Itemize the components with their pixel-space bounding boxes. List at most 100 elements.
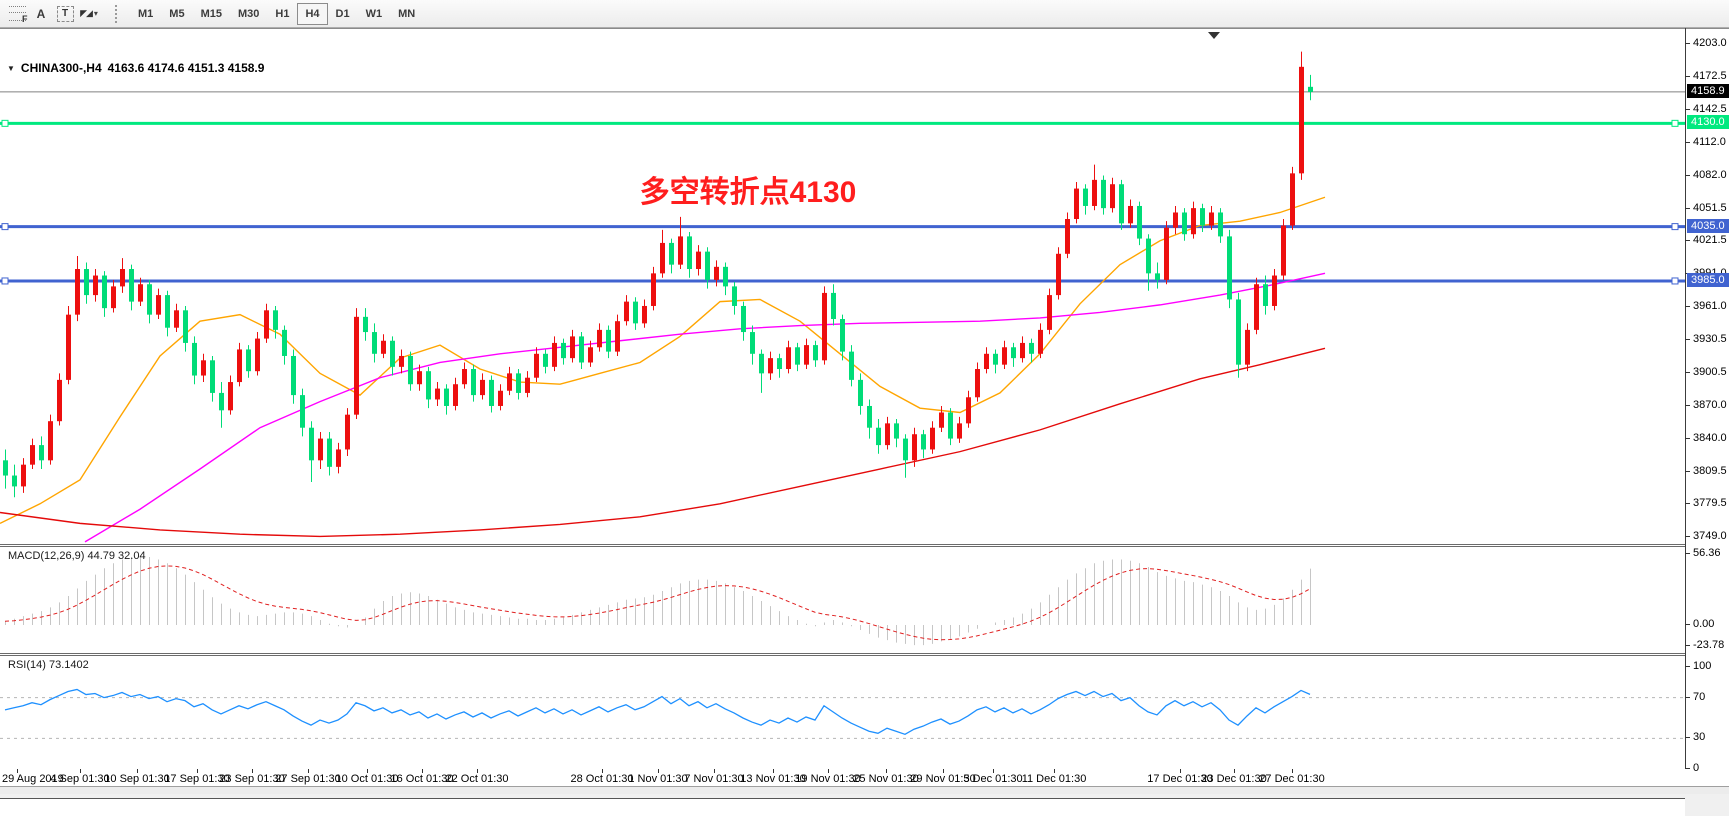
rsi-tick-label: 100 [1693, 660, 1712, 672]
tf-button-m1[interactable]: M1 [138, 7, 154, 20]
chart-window: ▼ CHINA300-,H4 4163.6 4174.6 4151.3 4158… [0, 28, 1729, 816]
rsi-line [4, 688, 1311, 736]
text-icon: A [36, 6, 46, 21]
time-tick-label: 25 Nov 01:30 [853, 773, 919, 785]
text-tool-button[interactable]: A [30, 3, 52, 25]
toolbar: F A T ◤◢ ▾ M1 M5 M15 M30 H1 H4 D1 W1 MN [0, 0, 1729, 28]
pane-separator[interactable] [0, 655, 1685, 656]
price-tick-label: 4051.5 [1693, 201, 1727, 214]
macd-signal-line [4, 565, 1311, 641]
axis-tick [1685, 306, 1690, 308]
chart-ohlc-values: 4163.6 4174.6 4151.3 4158.9 [107, 61, 265, 75]
toolbar-grip[interactable] [115, 4, 122, 23]
chevron-down-icon[interactable]: ▾ [93, 9, 98, 18]
time-axis-tick [828, 769, 829, 773]
current-price-badge: 4158.9 [1687, 83, 1729, 98]
line-handle[interactable] [1671, 119, 1679, 127]
rsi-tick-label: 0 [1693, 762, 1700, 774]
line-handle[interactable] [1, 223, 9, 231]
text-label-icon: T [56, 5, 74, 22]
axis-tick [1685, 174, 1690, 176]
pane-separator[interactable] [0, 546, 1685, 547]
chart-shift-marker-icon[interactable] [1208, 32, 1220, 39]
pane-separator[interactable] [0, 544, 1685, 545]
pane-separator[interactable] [0, 653, 1685, 654]
symbol-dropdown-icon[interactable]: ▼ [7, 63, 15, 73]
tf-button-mn[interactable]: MN [398, 7, 416, 20]
time-axis-tick [137, 769, 138, 773]
time-tick-label: 17 Sep 01:30 [164, 773, 230, 785]
price-axis-line [1685, 28, 1686, 769]
price-tick-label: 4112.0 [1693, 135, 1726, 148]
rsi-tick-label: 30 [1693, 731, 1706, 744]
time-axis-tick [252, 769, 253, 773]
line-handle[interactable] [1, 119, 9, 127]
tf-button-w1[interactable]: W1 [365, 7, 383, 20]
tf-button-m15[interactable]: M15 [200, 7, 222, 20]
time-axis-tick [602, 769, 603, 773]
time-tick-label: 29 Nov 01:30 [910, 773, 976, 785]
chart-symbol-label: CHINA300-,H4 [20, 61, 102, 75]
time-axis-tick [367, 769, 368, 773]
price-tick-label: 3779.5 [1693, 497, 1727, 510]
text-label-tool-button[interactable]: T [54, 3, 76, 25]
time-axis-tick [80, 769, 81, 773]
time-tick-label: 7 Nov 01:30 [684, 773, 744, 785]
main-price-chart[interactable] [0, 29, 1685, 544]
line-handle[interactable] [1671, 223, 1679, 231]
time-tick-label: 23 Dec 01:30 [1201, 773, 1267, 785]
macd-tick-label: 56.36 [1693, 546, 1721, 559]
axis-tick [1685, 536, 1690, 538]
price-tick-label: 3961.0 [1693, 300, 1727, 313]
level-price-badge: 4130.0 [1687, 115, 1729, 130]
tf-button-h1[interactable]: H1 [275, 7, 290, 20]
axis-tick [1685, 240, 1690, 242]
time-axis-tick [1054, 769, 1055, 773]
macd-histogram [5, 555, 1311, 646]
time-tick-label: 17 Dec 01:30 [1147, 773, 1213, 785]
time-tick-label: 23 Sep 01:30 [219, 773, 285, 785]
axis-tick [1685, 437, 1690, 439]
timeframe-toolbar: M1 M5 M15 M30 H1 H4 D1 W1 MN [130, 2, 423, 25]
line-handle[interactable] [1, 277, 9, 285]
price-tick-label: 4142.5 [1693, 102, 1727, 115]
time-tick-label: 10 Oct 01:30 [335, 773, 399, 785]
tf-button-h4[interactable]: H4 [297, 2, 328, 25]
time-axis-tick [773, 769, 774, 773]
axis-tick [1685, 696, 1690, 698]
axis-tick [1685, 470, 1690, 472]
time-axis-tick [1234, 769, 1235, 773]
time-axis-tick [197, 769, 198, 773]
macd-panel-chart[interactable] [0, 547, 1685, 653]
time-axis-tick [422, 769, 423, 773]
time-tick-label: 22 Oct 01:30 [445, 773, 509, 785]
axis-tick [1685, 207, 1690, 209]
time-tick-label: 13 Nov 01:30 [740, 773, 806, 785]
tf-button-m30[interactable]: M30 [237, 7, 260, 20]
time-axis-tick [886, 769, 887, 773]
bottom-strip [0, 786, 1729, 794]
macd-tick-label: -23.78 [1693, 639, 1725, 651]
price-tick-label: 3930.5 [1693, 333, 1727, 346]
macd-tick-label: 0.00 [1693, 618, 1715, 630]
time-axis-tick [993, 769, 994, 773]
tf-button-m5[interactable]: M5 [169, 7, 185, 20]
time-axis[interactable] [0, 798, 1685, 816]
line-handle[interactable] [1671, 277, 1679, 285]
macd-label: MACD(12,26,9) 44.79 32.04 [8, 550, 146, 562]
axis-tick [1685, 108, 1690, 110]
time-tick-label: 29 Aug 2019 [2, 773, 64, 785]
level-price-badge: 4035.0 [1687, 218, 1729, 233]
axis-tick [1685, 503, 1690, 505]
time-tick-label: 5 Dec 01:30 [963, 773, 1023, 785]
arrows-tool-button[interactable]: ◤◢ ▾ [78, 3, 100, 25]
rsi-panel-chart[interactable] [0, 656, 1685, 770]
time-tick-label: 4 Sep 01:30 [50, 773, 110, 785]
ma-slow-red [0, 347, 1326, 538]
chart-annotation-text[interactable]: 多空转折点4130 [639, 176, 857, 209]
price-tick-label: 4021.5 [1693, 234, 1727, 247]
tf-button-d1[interactable]: D1 [335, 7, 350, 20]
fibonacci-tool-button[interactable]: F [6, 3, 28, 25]
time-axis-tick [308, 769, 309, 773]
candles[interactable] [3, 51, 1313, 498]
